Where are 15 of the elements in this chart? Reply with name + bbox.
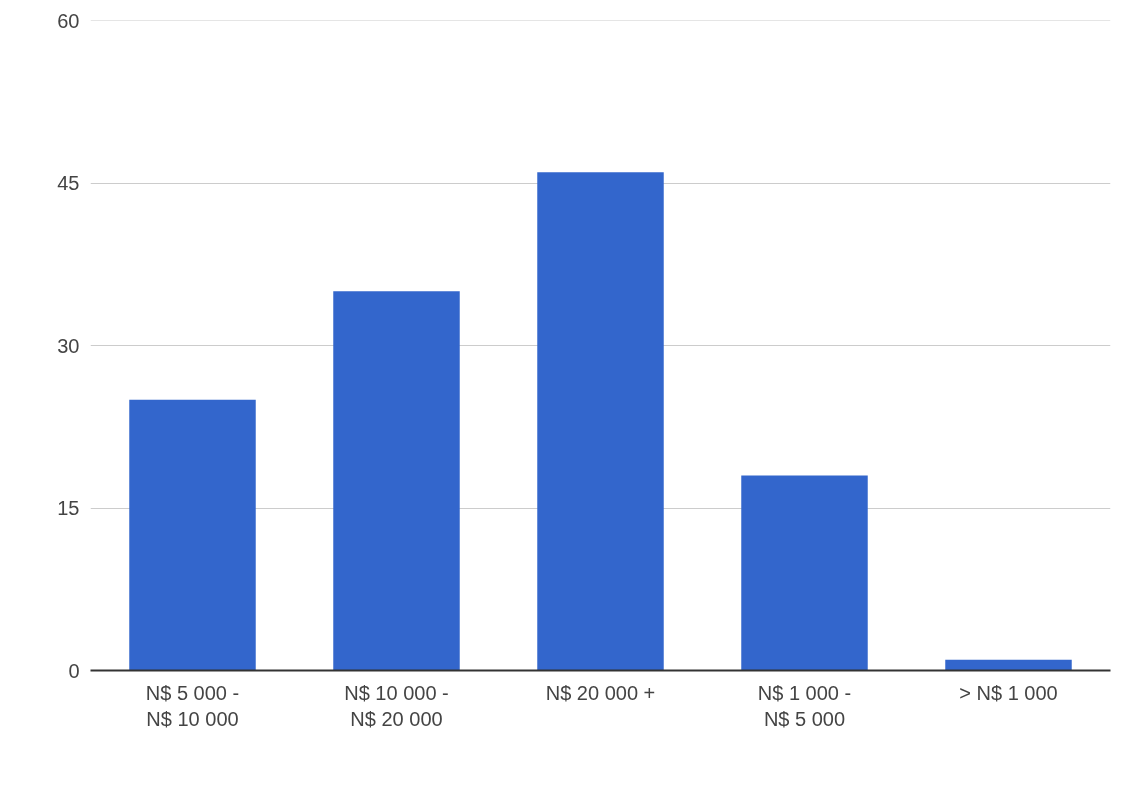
y-tick-label: 30: [57, 334, 80, 357]
y-tick-label: 45: [57, 172, 80, 194]
bar: [537, 172, 664, 671]
x-tick-label: N$ 20 000 +: [545, 681, 656, 704]
x-tick-label: N$ 5 000 - N$ 10 000: [145, 681, 240, 730]
bar: [945, 659, 1072, 671]
y-tick-label: 0: [68, 659, 80, 682]
bar: [741, 475, 868, 671]
x-tick-label: > N$ 1 000: [959, 681, 1058, 704]
y-tick-label: 60: [57, 9, 80, 32]
x-tick-label: N$ 10 000 - N$ 20 000: [344, 681, 449, 730]
x-tick-label: N$ 1 000 - N$ 5 000: [757, 681, 852, 730]
bar: [333, 291, 460, 671]
bar: [129, 399, 256, 671]
y-tick-label: 15: [57, 497, 80, 519]
